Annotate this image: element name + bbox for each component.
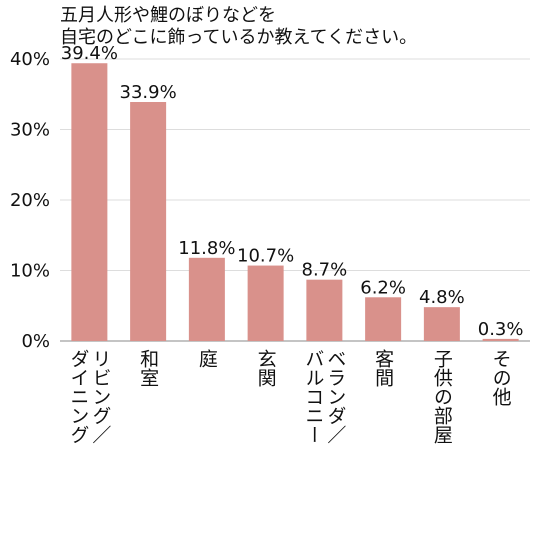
- value-label: 6.2%: [360, 277, 406, 298]
- x-category-label: ベランダ／バルコニー: [302, 349, 346, 444]
- x-category-label: その他: [490, 349, 512, 406]
- bar: [365, 297, 402, 341]
- y-tick-label: 30%: [10, 120, 50, 141]
- chart-title-line-1: 五月人形や鯉のぼりなどを: [60, 5, 276, 26]
- bar: [306, 279, 343, 341]
- y-axis-ticks: 0% 10% 20% 30% 40%: [10, 49, 50, 352]
- value-label: 33.9%: [120, 82, 177, 103]
- x-axis-categories: リビング／ダイニング 和室 庭 玄関 ベランダ／バルコニー 客間 子供の部屋 その他: [67, 349, 511, 444]
- x-category-label: 庭: [196, 349, 218, 368]
- x-category-label: 和室: [137, 349, 159, 387]
- bar: [423, 307, 460, 341]
- x-category-label: 玄関: [255, 349, 277, 387]
- bar: [71, 63, 108, 341]
- bars: [71, 63, 519, 341]
- value-label: 10.7%: [237, 246, 294, 267]
- y-tick-label: 0%: [21, 331, 50, 352]
- bar: [247, 265, 284, 341]
- x-category-label: 客間: [372, 349, 394, 387]
- x-category-label: リビング／ダイニング: [67, 349, 111, 444]
- value-label: 39.4%: [61, 43, 118, 64]
- value-label: 8.7%: [302, 260, 348, 281]
- chart-title-line-2: 自宅のどこに飾っているか教えてください。: [60, 27, 418, 48]
- value-labels: 39.4%33.9% 11.8% 10.7% 8.7% 6.2% 4.8% 0.3%: [61, 43, 524, 340]
- value-label: 4.8%: [419, 287, 465, 308]
- bar: [130, 102, 167, 341]
- y-tick-label: 40%: [10, 49, 50, 70]
- bar: [188, 257, 225, 341]
- x-category-label: 子供の部屋: [431, 349, 453, 444]
- y-tick-label: 10%: [10, 261, 50, 282]
- y-tick-label: 20%: [10, 190, 50, 211]
- value-label: 0.3%: [478, 319, 524, 340]
- bar: [482, 338, 519, 341]
- value-label: 11.8%: [178, 238, 235, 259]
